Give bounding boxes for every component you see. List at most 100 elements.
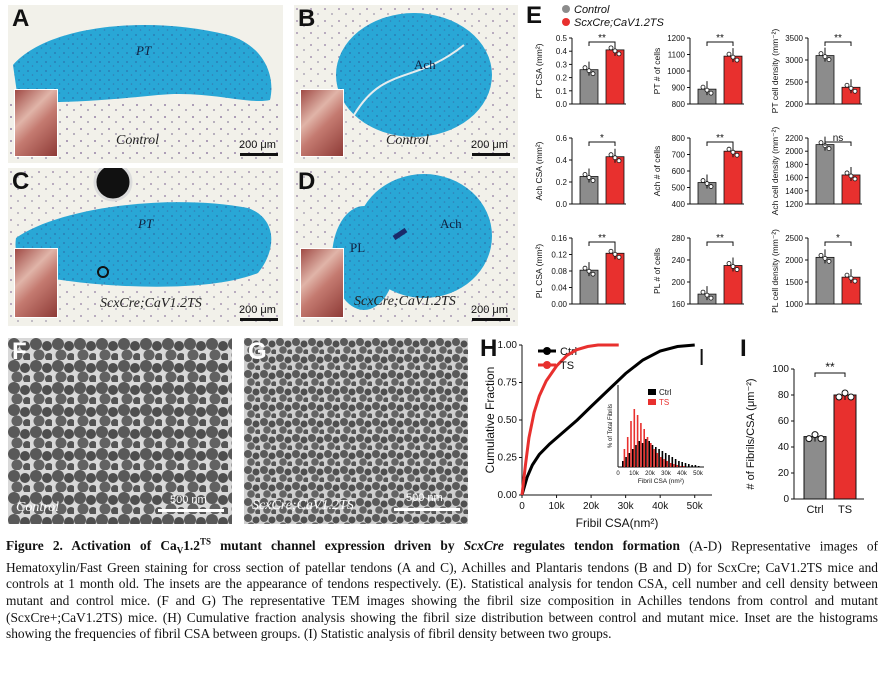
inset-bar-ts: [630, 421, 632, 467]
y-tick-label: 1800: [785, 160, 803, 169]
caption-title-4: regulates tendon formation: [503, 538, 680, 554]
data-point: [844, 170, 850, 176]
y-axis-label: PL CSA (mm²): [534, 244, 544, 299]
x-tick-label: 50k: [687, 501, 704, 512]
panel-e: E Control ScxCre;CaV1.2TS 0.0 0.1 0.2 0.3 0.…: [524, 2, 880, 332]
x-tick-label: 0: [519, 501, 525, 512]
legend-mutant-label: ScxCre;CaV1.2TS: [574, 17, 664, 29]
panel-f: F Control 500 nm: [8, 338, 232, 524]
legend-marker: [543, 361, 551, 369]
significance-label: **: [834, 33, 842, 44]
y-tick-label: 0.16: [551, 234, 567, 243]
panel-a-histology: [8, 25, 283, 163]
inset-bar-ts: [623, 449, 626, 467]
y-tick-label: 80: [778, 390, 790, 401]
significance-bracket: [588, 241, 616, 246]
y-tick-label: 2000: [785, 147, 803, 156]
data-point: [704, 181, 710, 186]
significance-label: **: [825, 360, 835, 374]
inset-bar-ctrl: [635, 445, 637, 467]
inset-y-label: % of Total Fibrils: [608, 404, 614, 448]
inset-histogram: 0 10k 20k 30k 40k 50k Fibril CSA (nm²) % of Tot…: [608, 385, 704, 485]
significance-bracket: [824, 41, 852, 46]
panel-c-letter: C: [12, 168, 30, 195]
bar-control: [815, 256, 835, 305]
inset-bar-ts: [683, 466, 685, 467]
y-tick-label: 240: [672, 256, 686, 265]
y-tick-label: 0.12: [551, 251, 567, 260]
panel-i-bar-chart: 0 20 40 60 80 100 Ctrl TS ** # of Fibrils/CSA (μm…: [745, 360, 864, 516]
panel-b-region-label: Ach: [414, 57, 436, 72]
inset-bar-ctrl: [638, 441, 641, 467]
inset-bar-ctrl: [658, 449, 660, 467]
significance-bracket: [814, 372, 846, 377]
legend-marker: [543, 347, 551, 355]
panel-c-inset-photo: [14, 248, 58, 318]
significance-label: **: [716, 33, 724, 44]
inset-bar-ctrl: [681, 462, 683, 467]
panel-d-scale-bar: [472, 318, 510, 321]
data-point: [700, 84, 706, 90]
inset-bar-ctrl: [688, 464, 690, 467]
data-point: [704, 87, 710, 93]
panel-h-cumulative-chart: 0.00 0.25 0.50 0.75 1.00 0 10k 20k 30k 40k 50k Frib…: [483, 340, 712, 530]
bar-mutant: [723, 55, 743, 105]
y-tick-label: 0.0: [556, 100, 568, 109]
y-tick-label: 3000: [785, 56, 803, 65]
bar-mutant: [605, 49, 625, 105]
inset-x-tick-label: 30k: [661, 471, 672, 477]
y-axis-label: Ach # of cells: [652, 146, 662, 197]
panel-c: C PT ScxCre;CaV1.2TS 200 μm: [8, 168, 283, 326]
inset-legend-label: Ctrl: [659, 388, 672, 397]
data-point: [704, 292, 710, 298]
data-point: [608, 152, 614, 158]
y-tick-label: 0.75: [498, 378, 518, 389]
inset-bar-ctrl: [641, 443, 644, 467]
x-tick-label: 10k: [548, 501, 565, 512]
panel-b-letter: B: [298, 5, 316, 32]
y-tick-label: 0.00: [498, 490, 518, 501]
y-tick-label: 400: [672, 200, 686, 209]
y-tick-label: 0.5: [556, 34, 568, 43]
y-tick-label: 500: [672, 184, 686, 193]
y-tick-label: 800: [672, 100, 686, 109]
inset-bar-ctrl: [655, 447, 657, 467]
inset-bar-ctrl: [648, 441, 650, 467]
y-axis-label: PT # of cells: [652, 48, 662, 95]
y-tick-label: 1100: [668, 51, 686, 60]
inset-legend-swatch: [648, 399, 656, 405]
data-point: [826, 258, 832, 264]
data-point: [818, 252, 824, 258]
panel-d-letter: D: [298, 168, 316, 195]
panel-b: B Ach Control 200 μm: [294, 5, 518, 163]
y-tick-label: 1500: [785, 278, 803, 287]
panel-g-letter: G: [248, 338, 267, 365]
significance-bracket: [824, 141, 852, 146]
legend-mutant-dot: [562, 18, 570, 26]
panel-g: G ScxCre;CaV1.2TS 500 nm: [244, 338, 468, 524]
inset-x-tick-label: 40k: [677, 471, 688, 477]
data-point: [730, 149, 736, 155]
y-tick-label: 1600: [785, 174, 803, 183]
data-point: [612, 155, 618, 161]
legend-control-label: Control: [574, 4, 610, 16]
bar-chart-2: 800 900 1000 1100 1200 ** PT # of cells: [652, 33, 744, 109]
data-point: [608, 248, 614, 254]
inset-bar-ts: [646, 437, 649, 467]
inset-legend-swatch: [648, 389, 656, 395]
figure-caption: Figure 2. Activation of CaV1.2TS mutant …: [6, 534, 878, 643]
y-tick-label: 280: [672, 234, 686, 243]
data-point: [612, 251, 618, 257]
data-point: [586, 175, 592, 180]
bar-control: [815, 144, 835, 205]
y-tick-label: 900: [672, 84, 686, 93]
panel-a-inset-photo: [14, 89, 58, 157]
bar-chart-1: 0.0 0.1 0.2 0.3 0.4 0.5 ** PT CSA (mm²): [534, 33, 626, 109]
panel-b-genotype-label: Control: [386, 133, 430, 148]
y-tick-label: 1400: [785, 187, 803, 196]
significance-label: **: [598, 233, 606, 244]
data-point: [818, 140, 824, 146]
y-axis-label: Ach CSA (mm²): [534, 141, 544, 200]
inset-bar-ctrl: [678, 461, 680, 467]
data-point: [848, 85, 854, 91]
